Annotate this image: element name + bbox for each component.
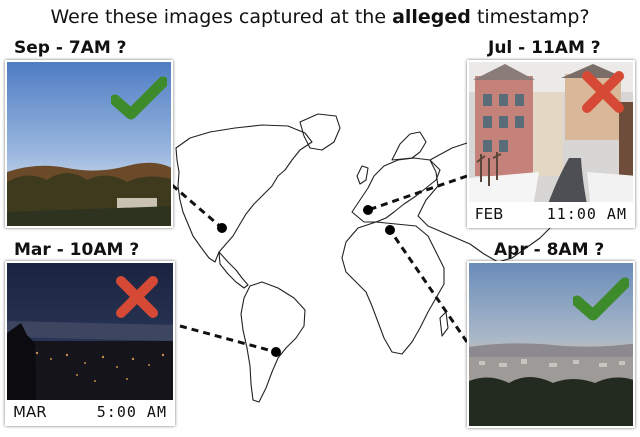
timestamp-bar-jul: FEB 11:00 AM <box>469 202 633 226</box>
photo-label-apr: Apr - 8AM ? <box>494 240 605 260</box>
north-america-outline <box>175 124 313 263</box>
connector-apr <box>388 229 469 343</box>
photo-mar-night: MAR 5:00 AM <box>5 261 175 426</box>
timestamp-time-mar: 5:00 AM <box>96 403 167 421</box>
timestamp-time-jul: 11:00 AM <box>546 205 627 223</box>
connector-sep <box>171 183 223 230</box>
timestamp-bar-mar: MAR 5:00 AM <box>7 400 173 424</box>
location-dot-europe <box>363 205 373 215</box>
photo-label-jul: Jul - 11AM ? <box>488 38 601 58</box>
connector-mar <box>179 324 277 354</box>
photo-jul-street: FEB 11:00 AM <box>467 60 635 228</box>
location-dot-north-america <box>217 223 227 233</box>
location-dot-south-america <box>271 347 281 357</box>
timestamp-month-jul: FEB <box>475 205 504 223</box>
photo-apr-dawn <box>467 261 635 428</box>
uk-outline <box>356 165 369 185</box>
checkmark-icon <box>111 76 167 120</box>
greenland-outline <box>299 113 341 151</box>
connector-jul <box>367 174 468 212</box>
title-suffix: timestamp? <box>476 6 590 28</box>
central-america-outline <box>218 251 249 289</box>
madagascar-outline <box>439 311 449 337</box>
photo-label-sep: Sep - 7AM ? <box>14 38 127 58</box>
africa-outline <box>341 221 445 355</box>
photo-sep-sky <box>5 60 173 228</box>
europe-outline <box>351 157 441 223</box>
scandinavia-outline <box>391 131 427 161</box>
cross-icon <box>116 276 158 318</box>
page-title: Were these images captured at the allege… <box>0 6 640 28</box>
photo-label-mar: Mar - 10AM ? <box>14 240 140 260</box>
cross-icon <box>582 71 624 113</box>
location-dot-mediterranean <box>385 225 395 235</box>
title-prefix: Were these images captured at the <box>50 6 387 28</box>
south-america-outline <box>240 281 306 403</box>
title-emphasis: alleged <box>392 6 471 28</box>
timestamp-month-mar: MAR <box>13 403 47 421</box>
checkmark-icon <box>573 277 629 321</box>
